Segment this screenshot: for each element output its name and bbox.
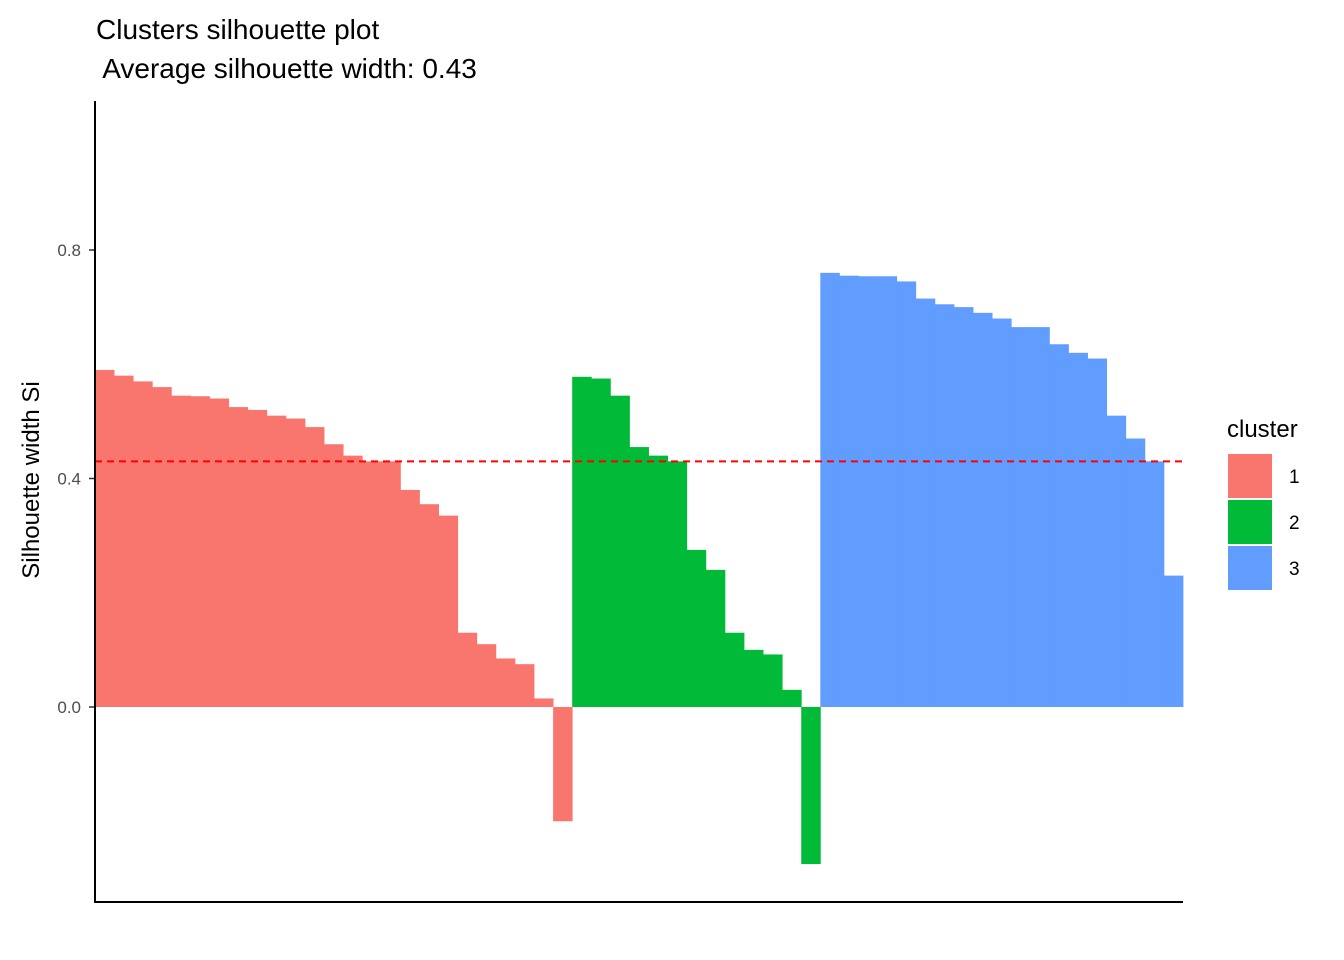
silhouette-bar xyxy=(266,415,287,707)
silhouette-bar xyxy=(934,304,955,707)
silhouette-bar xyxy=(1068,352,1088,707)
silhouette-bar xyxy=(1125,438,1146,707)
silhouette-bar xyxy=(896,281,917,707)
silhouette-bar xyxy=(228,407,249,707)
silhouette-bar xyxy=(801,707,821,865)
y-tick-label: 0.4 xyxy=(57,470,81,489)
silhouette-bar xyxy=(572,376,592,707)
legend-label: 3 xyxy=(1289,559,1300,580)
silhouette-bar xyxy=(1163,575,1184,707)
silhouette-bar xyxy=(1144,461,1165,707)
silhouette-bar xyxy=(591,378,611,707)
silhouette-bar xyxy=(114,375,134,707)
silhouette-bar xyxy=(495,658,516,707)
silhouette-bar xyxy=(1087,358,1108,707)
silhouette-bar xyxy=(839,275,859,707)
silhouette-bar xyxy=(953,307,974,708)
silhouette-bar xyxy=(400,489,420,707)
silhouette-bar xyxy=(648,455,669,707)
silhouette-bar xyxy=(190,396,210,707)
silhouette-bar xyxy=(209,398,230,707)
silhouette-bar xyxy=(419,504,439,707)
legend: cluster 1 2 3 xyxy=(1227,416,1300,590)
silhouette-bar xyxy=(152,387,172,707)
silhouette-bar xyxy=(476,644,497,707)
legend-key xyxy=(1228,500,1272,544)
silhouette-bar xyxy=(95,369,115,707)
silhouette-bar xyxy=(514,664,535,707)
silhouette-bar xyxy=(553,707,573,822)
silhouette-bar xyxy=(610,395,630,707)
silhouette-bar xyxy=(133,381,153,707)
silhouette-bar xyxy=(743,649,764,708)
silhouette-bar xyxy=(381,461,401,707)
legend-key xyxy=(1228,454,1272,498)
legend-key xyxy=(1228,546,1272,590)
legend-label: 2 xyxy=(1289,513,1300,534)
silhouette-bar xyxy=(782,689,802,707)
y-tick-label: 0.0 xyxy=(57,698,81,717)
silhouette-bar xyxy=(534,698,554,707)
silhouette-bar xyxy=(686,549,707,707)
silhouette-bar xyxy=(858,276,878,707)
silhouette-bar xyxy=(438,515,459,707)
silhouette-bar xyxy=(1030,327,1050,707)
silhouette-bar xyxy=(343,455,363,707)
silhouette-bar xyxy=(304,427,325,707)
silhouette-bar xyxy=(457,632,478,707)
legend-label: 1 xyxy=(1289,467,1300,488)
silhouette-bar xyxy=(705,569,726,707)
silhouette-bar xyxy=(362,461,382,707)
silhouette-bar xyxy=(1106,415,1127,707)
silhouette-bar xyxy=(171,395,191,707)
bars-group xyxy=(95,272,1184,865)
silhouette-bar xyxy=(247,409,268,707)
silhouette-bar xyxy=(1049,344,1069,707)
silhouette-bar xyxy=(973,312,993,707)
y-tick-label: 0.8 xyxy=(57,241,81,260)
silhouette-bar xyxy=(667,461,688,707)
silhouette-bar xyxy=(763,654,783,707)
silhouette-bar xyxy=(992,318,1012,707)
y-axis-ticks: 0.0 0.4 0.8 xyxy=(57,241,95,717)
silhouette-bar xyxy=(629,447,649,707)
silhouette-bar xyxy=(324,444,344,707)
y-axis-label: Silhouette width Si xyxy=(18,381,45,578)
silhouette-bar xyxy=(724,632,745,707)
silhouette-bar xyxy=(820,272,840,707)
chart-subtitle: Average silhouette width: 0.43 xyxy=(96,53,477,84)
chart-title: Clusters silhouette plot xyxy=(96,14,379,45)
silhouette-bar xyxy=(915,298,936,707)
silhouette-bar xyxy=(285,418,306,707)
silhouette-bar xyxy=(1011,327,1031,707)
silhouette-bar xyxy=(877,276,898,707)
legend-title: cluster xyxy=(1227,416,1298,443)
